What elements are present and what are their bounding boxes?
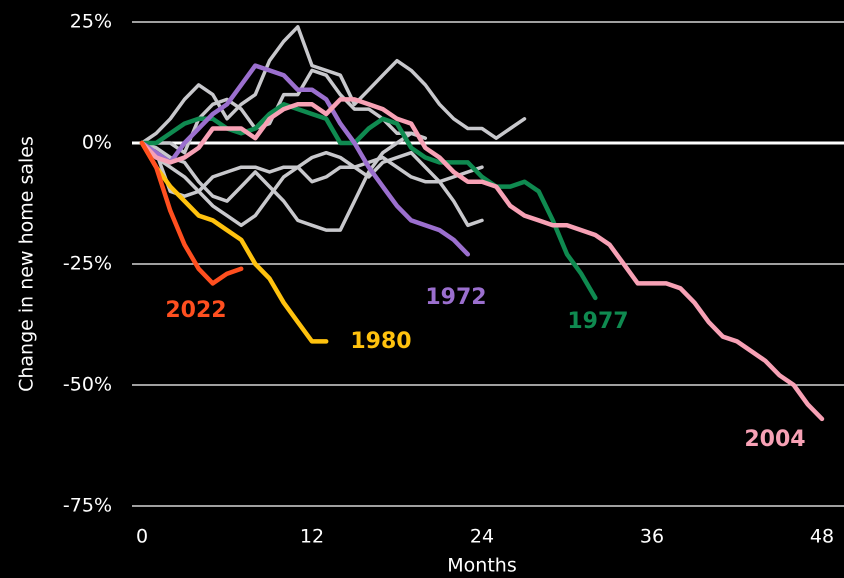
series-line [140,131,428,232]
series-label: 1977 [567,309,628,334]
series-line [139,140,244,286]
y-tick-label: -75% [63,495,112,517]
series-line [139,97,825,422]
x-axis-label: Months [447,555,516,577]
series-label: 2022 [165,298,226,323]
y-tick-label: 0% [82,132,112,154]
series-line [139,102,598,301]
series-line [139,63,471,257]
x-tick-label: 24 [470,526,494,548]
y-axis-label: Change in new home sales [16,136,38,392]
series-line [139,140,329,344]
x-tick-label: 36 [640,526,664,548]
series-line [140,25,527,145]
series-label: 2004 [744,427,805,452]
y-tick-label: 25% [70,11,112,33]
x-tick-label: 48 [810,526,834,548]
x-tick-label: 12 [300,526,324,548]
x-tick-label: 0 [136,526,148,548]
series-line [140,141,484,198]
series-label: 1972 [425,285,486,310]
y-tick-label: -50% [63,374,112,396]
y-tick-label: -25% [63,253,112,275]
series-label: 1980 [350,329,411,354]
